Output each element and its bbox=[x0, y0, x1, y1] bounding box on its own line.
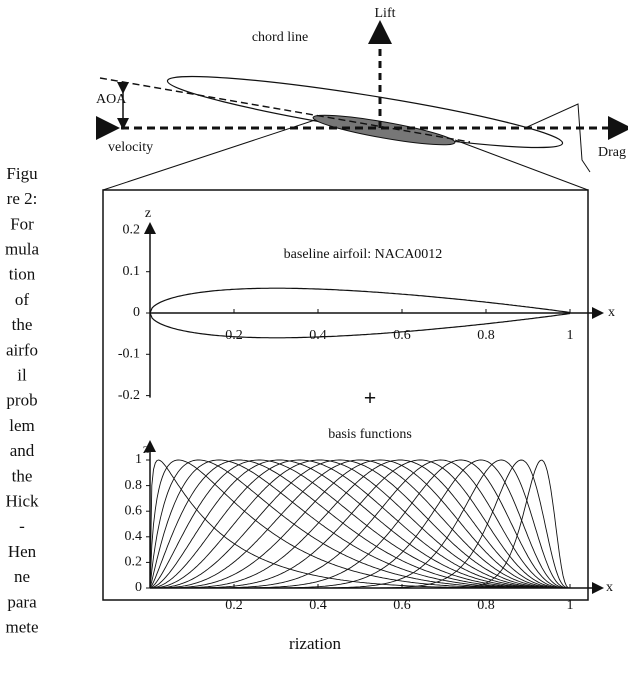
basis-curve bbox=[149, 459, 570, 589]
caption-fragment: - bbox=[19, 517, 25, 536]
x-tick-label: 0.4 bbox=[309, 598, 327, 613]
z-tick-label: 0.4 bbox=[125, 529, 143, 544]
z-tick-label: 1 bbox=[135, 452, 142, 467]
baseline-title: baseline airfoil: NACA0012 bbox=[284, 247, 443, 262]
z-tick-label: 0.2 bbox=[123, 223, 141, 238]
z-axis-label: z bbox=[145, 206, 151, 221]
caption-fragment: Figu bbox=[6, 164, 38, 183]
z-tick-label: 0.1 bbox=[123, 264, 141, 279]
drag-label: Drag bbox=[598, 145, 626, 160]
x-axis-label: x bbox=[606, 580, 613, 595]
x-tick-label: 0.2 bbox=[225, 328, 243, 343]
caption-fragment: re 2: bbox=[7, 189, 38, 208]
x-tick-label: 0.8 bbox=[477, 598, 495, 613]
caption-fragment: the bbox=[12, 315, 33, 334]
basis-curve bbox=[150, 459, 570, 589]
caption-fragment: For bbox=[10, 214, 34, 233]
x-tick-label: 1 bbox=[567, 328, 574, 343]
caption-fragment: prob bbox=[6, 391, 37, 410]
aoa-label: AOA bbox=[96, 92, 127, 107]
chord-line-label: chord line bbox=[252, 30, 308, 45]
caption-fragment: tion bbox=[9, 265, 36, 284]
caption-fragment: ne bbox=[14, 567, 30, 586]
z-tick-label: 0.8 bbox=[125, 478, 143, 493]
velocity-label: velocity bbox=[108, 140, 153, 155]
basis-curve bbox=[150, 459, 570, 589]
caption-fragment: il bbox=[17, 366, 27, 385]
basis-curve bbox=[150, 459, 570, 589]
x-axis-label: x bbox=[608, 305, 615, 320]
caption-tail: rization bbox=[289, 634, 341, 653]
caption-fragment: of bbox=[15, 290, 30, 309]
basis-curve bbox=[150, 459, 571, 589]
plot-box bbox=[102, 189, 589, 601]
basis-curve bbox=[150, 459, 570, 589]
x-tick-label: 1 bbox=[567, 598, 574, 613]
caption-fragment: airfo bbox=[6, 340, 38, 359]
lift-label: Lift bbox=[375, 6, 396, 21]
z-tick-label: 0.2 bbox=[125, 555, 143, 570]
basis-curve bbox=[149, 459, 570, 589]
caption-fragment: and bbox=[10, 441, 35, 460]
x-tick-label: 0.6 bbox=[393, 598, 411, 613]
x-tick-label: 0.6 bbox=[393, 328, 411, 343]
z-tick-label: -0.2 bbox=[118, 388, 140, 403]
basis-curve bbox=[149, 459, 570, 589]
caption-fragment: mete bbox=[5, 618, 38, 637]
x-tick-label: 0.8 bbox=[477, 328, 495, 343]
caption-fragment: mula bbox=[5, 240, 39, 259]
basis-title: basis functions bbox=[328, 427, 412, 442]
airfoil-diagram bbox=[96, 20, 628, 191]
basis-curve bbox=[149, 459, 570, 589]
plus-sign: + bbox=[364, 385, 377, 410]
z-tick-label: 0.6 bbox=[125, 503, 143, 518]
caption-fragment: lem bbox=[9, 416, 35, 435]
x-tick-label: 0.4 bbox=[309, 328, 327, 343]
z-tick-label: -0.1 bbox=[118, 347, 140, 362]
z-tick-label: 0 bbox=[133, 305, 140, 320]
basis-curve bbox=[149, 459, 570, 589]
airfoil-curve bbox=[149, 287, 571, 339]
caption-fragment: Hick bbox=[5, 492, 39, 511]
caption-fragment: the bbox=[12, 466, 33, 485]
x-tick-label: 0.2 bbox=[225, 598, 243, 613]
basis-curve bbox=[150, 459, 570, 589]
caption-fragment: Hen bbox=[8, 542, 37, 561]
caption-fragment: para bbox=[7, 592, 37, 611]
z-tick-label: 0 bbox=[135, 580, 142, 595]
z-axis-label: z bbox=[143, 442, 149, 457]
